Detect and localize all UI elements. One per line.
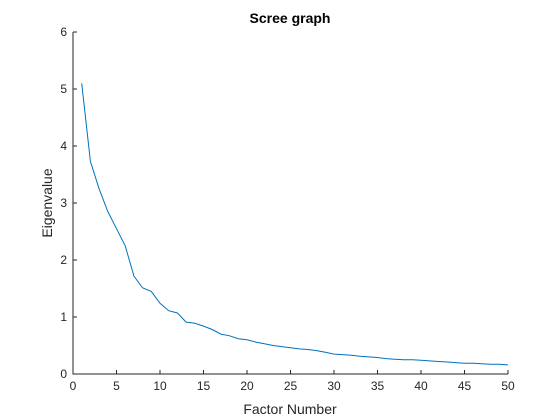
- x-tick-label: 25: [284, 379, 298, 393]
- x-tick-label: 40: [414, 379, 428, 393]
- x-tick-label: 35: [371, 379, 385, 393]
- x-tick-label: 45: [458, 379, 472, 393]
- chart-title: Scree graph: [250, 10, 331, 26]
- y-tick-label: 3: [60, 196, 67, 210]
- x-tick-label: 10: [153, 379, 167, 393]
- x-tick-label: 50: [501, 379, 515, 393]
- y-axis-title: Eigenvalue: [39, 168, 55, 237]
- y-axis-ticks: 0 1 2 3 4 5 6: [60, 25, 77, 381]
- x-tick-label: 15: [197, 379, 211, 393]
- x-axis-ticks: 0 5 10 15 20 25 30 35 40 45 50: [70, 370, 515, 393]
- y-tick-label: 2: [60, 253, 67, 267]
- plot-axes: [72, 32, 508, 375]
- y-tick-label: 0: [60, 367, 67, 381]
- series-line: [81, 83, 509, 366]
- y-tick-label: 4: [60, 139, 67, 153]
- x-axis-title: Factor Number: [243, 401, 337, 417]
- x-tick-label: 0: [70, 379, 77, 393]
- x-tick-label: 20: [240, 379, 254, 393]
- y-tick-label: 6: [60, 25, 67, 39]
- x-tick-label: 5: [113, 379, 120, 393]
- x-tick-label: 30: [327, 379, 341, 393]
- y-tick-label: 1: [60, 310, 67, 324]
- y-tick-label: 5: [60, 82, 67, 96]
